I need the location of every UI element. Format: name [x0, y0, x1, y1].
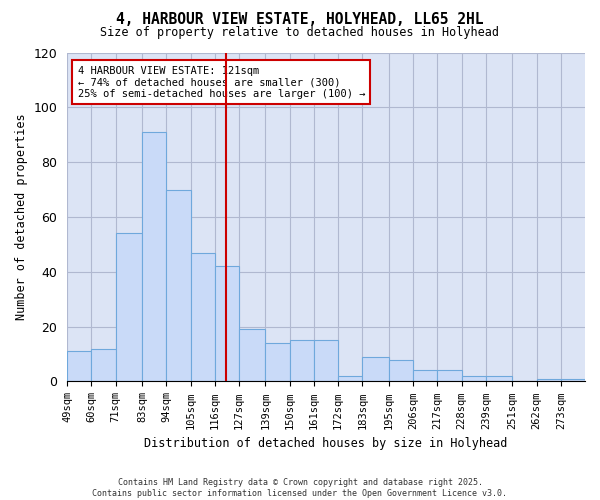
Bar — [314, 340, 338, 382]
Bar — [536, 378, 561, 382]
Bar — [290, 340, 314, 382]
Text: 4 HARBOUR VIEW ESTATE: 121sqm
← 74% of detached houses are smaller (300)
25% of : 4 HARBOUR VIEW ESTATE: 121sqm ← 74% of d… — [77, 66, 365, 99]
Bar — [166, 190, 191, 382]
Bar — [142, 132, 166, 382]
Bar — [338, 376, 362, 382]
Text: 4, HARBOUR VIEW ESTATE, HOLYHEAD, LL65 2HL: 4, HARBOUR VIEW ESTATE, HOLYHEAD, LL65 2… — [116, 12, 484, 28]
Bar — [191, 252, 215, 382]
Bar — [437, 370, 461, 382]
Bar — [486, 376, 512, 382]
Bar — [265, 343, 290, 382]
Text: Contains HM Land Registry data © Crown copyright and database right 2025.
Contai: Contains HM Land Registry data © Crown c… — [92, 478, 508, 498]
Bar — [116, 234, 142, 382]
Bar — [91, 348, 116, 382]
Bar — [413, 370, 437, 382]
Bar — [215, 266, 239, 382]
Bar — [461, 376, 486, 382]
Bar — [561, 378, 585, 382]
Bar — [362, 357, 389, 382]
X-axis label: Distribution of detached houses by size in Holyhead: Distribution of detached houses by size … — [145, 437, 508, 450]
Bar — [389, 360, 413, 382]
Y-axis label: Number of detached properties: Number of detached properties — [15, 114, 28, 320]
Text: Size of property relative to detached houses in Holyhead: Size of property relative to detached ho… — [101, 26, 499, 39]
Bar — [67, 352, 91, 382]
Bar — [239, 330, 265, 382]
